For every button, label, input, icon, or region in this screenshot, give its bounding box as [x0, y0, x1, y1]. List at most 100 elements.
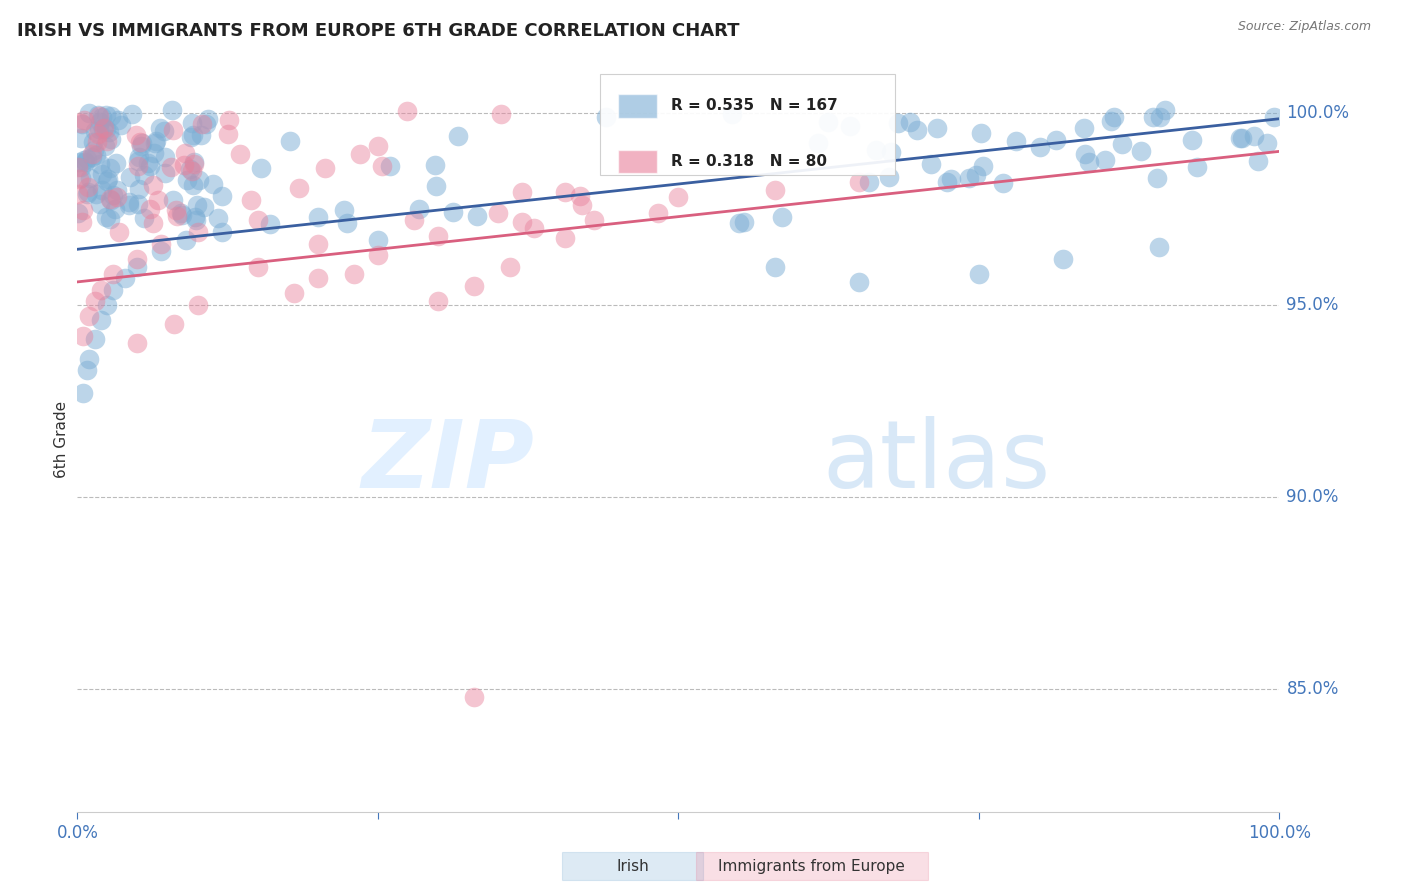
Point: [246, 260, 269, 274]
Point: [1185, 161, 1208, 175]
Text: Immigrants from Europe: Immigrants from Europe: [718, 859, 904, 873]
Point: [489, 107, 512, 121]
Point: [166, 209, 188, 223]
Point: [969, 126, 991, 140]
Point: [89, 196, 111, 211]
Point: [523, 221, 546, 235]
Point: [67, 206, 90, 220]
Point: [162, 194, 184, 208]
Point: [197, 112, 219, 126]
Point: [349, 147, 371, 161]
Point: [425, 178, 447, 193]
Point: [129, 138, 152, 153]
Point: [77, 105, 100, 120]
Point: [1247, 153, 1270, 168]
Point: [72, 386, 94, 401]
Point: [367, 139, 389, 153]
Point: [972, 159, 994, 173]
Point: [193, 200, 215, 214]
Point: [1130, 144, 1153, 158]
Point: [848, 175, 870, 189]
Point: [367, 248, 389, 262]
Point: [79, 171, 101, 186]
Point: [647, 205, 669, 219]
Point: [183, 210, 205, 224]
Point: [69, 171, 91, 186]
Point: [1104, 110, 1126, 124]
Point: [94, 138, 117, 153]
Point: [89, 114, 111, 128]
Point: [107, 113, 129, 128]
Point: [165, 202, 187, 217]
Text: Source: ZipAtlas.com: Source: ZipAtlas.com: [1237, 20, 1371, 33]
Point: [104, 155, 127, 169]
Point: [127, 260, 149, 274]
Point: [211, 189, 233, 203]
Point: [134, 211, 156, 225]
Point: [865, 144, 887, 158]
Point: [1094, 153, 1116, 167]
Point: [153, 166, 176, 180]
Point: [246, 213, 269, 227]
Point: [70, 160, 93, 174]
Point: [142, 216, 165, 230]
Point: [1004, 134, 1026, 148]
Point: [336, 216, 359, 230]
Point: [67, 154, 90, 169]
Point: [89, 157, 111, 171]
Point: [583, 213, 606, 227]
Point: [727, 216, 749, 230]
Point: [1099, 114, 1122, 128]
Point: [858, 174, 880, 188]
Point: [84, 124, 107, 138]
Point: [554, 186, 576, 200]
Point: [1243, 129, 1265, 144]
Point: [127, 252, 149, 266]
Point: [211, 225, 233, 239]
Point: [183, 155, 205, 169]
Point: [127, 336, 149, 351]
Text: R = 0.318   N = 80: R = 0.318 N = 80: [671, 154, 827, 169]
Point: [250, 161, 273, 175]
Point: [70, 117, 93, 131]
Point: [183, 157, 205, 171]
Point: [103, 283, 125, 297]
Point: [121, 106, 143, 120]
Point: [160, 161, 183, 175]
Point: [1263, 110, 1285, 124]
Point: [763, 183, 786, 197]
Point: [900, 115, 922, 129]
Point: [87, 127, 110, 141]
Point: [136, 156, 159, 170]
Point: [72, 328, 94, 343]
Point: [307, 210, 329, 224]
Point: [75, 155, 97, 169]
Bar: [619, 94, 657, 118]
FancyBboxPatch shape: [600, 74, 894, 175]
Text: 85.0%: 85.0%: [1286, 680, 1339, 698]
Point: [668, 190, 690, 204]
Point: [120, 169, 142, 184]
Point: [1111, 137, 1133, 152]
Point: [98, 161, 121, 175]
Point: [89, 122, 111, 136]
Point: [96, 174, 118, 188]
Point: [84, 147, 107, 161]
Point: [817, 115, 839, 129]
Text: IRISH VS IMMIGRANTS FROM EUROPE 6TH GRADE CORRELATION CHART: IRISH VS IMMIGRANTS FROM EUROPE 6TH GRAD…: [17, 22, 740, 40]
Point: [93, 120, 115, 135]
Point: [877, 169, 900, 184]
Point: [571, 198, 593, 212]
Point: [67, 171, 90, 186]
Point: [174, 233, 197, 247]
Point: [94, 210, 117, 224]
Point: [447, 128, 470, 143]
Point: [180, 130, 202, 145]
Point: [733, 215, 755, 229]
Point: [176, 173, 198, 187]
Point: [179, 162, 201, 177]
Point: [103, 267, 125, 281]
Point: [172, 209, 194, 223]
Point: [423, 158, 446, 172]
Point: [132, 168, 155, 182]
